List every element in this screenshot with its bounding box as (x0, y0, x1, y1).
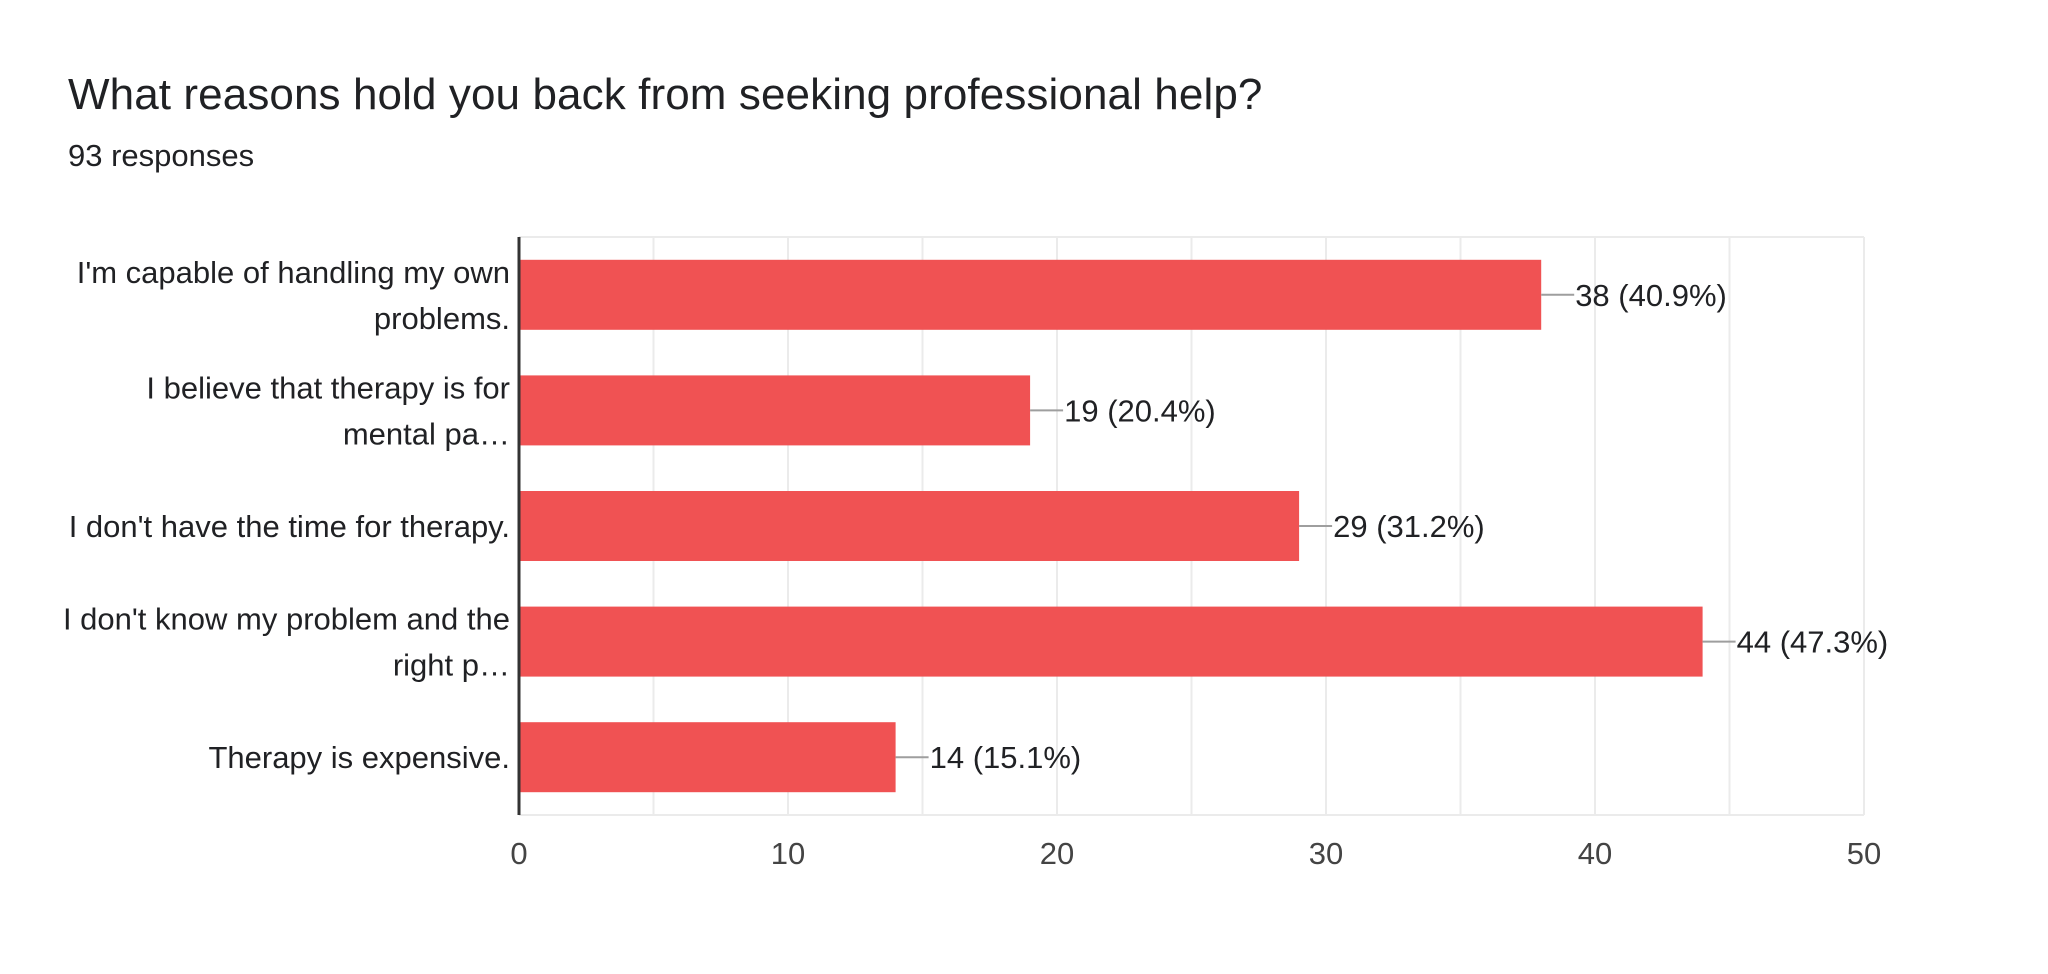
category-label: I'm capable of handling my own problems. (77, 255, 510, 336)
category-label-line: I'm capable of handling my own (77, 255, 510, 290)
category-label-line: problems. (374, 301, 510, 336)
x-tick-label: 10 (771, 836, 805, 871)
data-label: 38 (40.9%) (1575, 278, 1727, 313)
data-label: 29 (31.2%) (1333, 509, 1485, 544)
category-label: I don't have the time for therapy. (69, 509, 510, 544)
x-tick-label: 20 (1040, 836, 1074, 871)
category-label-line: I don't know my problem and the (63, 602, 510, 637)
x-tick-label: 40 (1578, 836, 1612, 871)
category-label: Therapy is expensive. (208, 740, 510, 775)
category-label-line: right p… (393, 648, 510, 683)
question-title: What reasons hold you back from seeking … (68, 70, 1263, 119)
category-label-line: Therapy is expensive. (208, 740, 510, 775)
bar (519, 722, 896, 793)
bar (519, 491, 1300, 561)
category-label-line: mental pa… (343, 416, 510, 451)
category-label: I believe that therapy is for mental pa… (146, 370, 510, 451)
bars (519, 259, 1703, 793)
bar (519, 259, 1542, 330)
category-label-line: I don't have the time for therapy. (69, 509, 510, 544)
x-tick-label: 30 (1309, 836, 1343, 871)
grid-lines (519, 236, 1865, 816)
leader-lines (895, 293, 1736, 759)
response-count: 93 responses (68, 138, 255, 173)
x-tick-labels: 0 10 20 30 40 50 (510, 836, 1881, 871)
category-labels: I'm capable of handling my own problems.I… (63, 255, 510, 775)
bar (519, 606, 1703, 677)
category-label-line: I believe that therapy is for (146, 370, 510, 405)
data-label: 14 (15.1%) (930, 740, 1082, 775)
x-tick-label: 50 (1847, 836, 1881, 871)
data-label: 44 (47.3%) (1737, 625, 1889, 660)
data-label: 19 (20.4%) (1064, 393, 1216, 428)
category-label: I don't know my problem and the right p… (63, 602, 510, 683)
data-labels: 38 (40.9%) 19 (20.4%) 29 (31.2%) 44 (47.3%)… (930, 278, 1889, 775)
bar (519, 375, 1031, 446)
x-tick-label: 0 (510, 836, 527, 871)
